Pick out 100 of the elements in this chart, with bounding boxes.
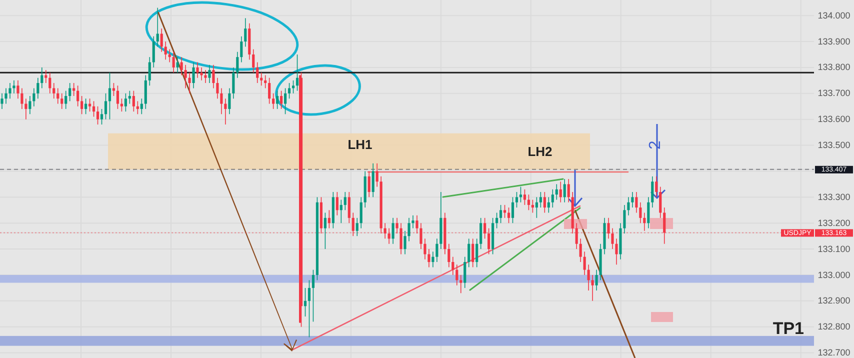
candlestick xyxy=(579,238,582,262)
y-tick-label: 132.900 xyxy=(818,296,850,306)
candlestick xyxy=(276,90,279,110)
candlestick xyxy=(40,67,44,89)
candlestick xyxy=(591,274,594,302)
candlestick xyxy=(519,186,522,203)
candlestick xyxy=(92,100,96,118)
candlestick xyxy=(184,64,187,89)
candlestick xyxy=(587,264,590,291)
candlestick xyxy=(172,51,175,74)
candlestick xyxy=(464,256,466,288)
annotation: LH2 xyxy=(528,144,552,159)
band-label: TP1 xyxy=(772,318,804,338)
candlestick xyxy=(220,88,223,115)
candlestick xyxy=(472,238,474,268)
candlestick xyxy=(360,196,362,229)
candlestick xyxy=(144,74,147,110)
candlestick xyxy=(627,196,630,216)
candlestick xyxy=(376,163,378,188)
candlestick xyxy=(124,92,127,112)
candlestick xyxy=(515,192,518,208)
candlestick xyxy=(256,62,259,84)
candlestick xyxy=(456,264,458,286)
candlestick xyxy=(84,98,88,115)
candlestick xyxy=(72,82,76,96)
y-tick-label: 133.600 xyxy=(818,114,850,124)
candlestick xyxy=(44,70,48,84)
candlestick xyxy=(24,98,28,120)
candlestick xyxy=(559,181,562,203)
candlestick xyxy=(595,269,598,291)
candlestick xyxy=(539,192,542,208)
candlestick xyxy=(507,207,510,224)
candlestick xyxy=(288,82,291,99)
candlestick xyxy=(348,192,350,224)
candlestick xyxy=(156,7,159,48)
candlestick xyxy=(96,106,100,125)
candlestick xyxy=(232,67,235,99)
candlestick xyxy=(228,88,231,115)
candlestick xyxy=(495,212,498,229)
candlestick xyxy=(120,98,123,112)
candlestick xyxy=(204,70,207,84)
candlestick xyxy=(611,228,614,250)
candlestick xyxy=(448,243,450,268)
candlestick xyxy=(535,196,538,218)
candlestick xyxy=(476,238,478,268)
y-tick-label: 133.300 xyxy=(818,192,850,202)
candlestick xyxy=(176,56,179,74)
candlestick xyxy=(132,90,135,112)
candlestick xyxy=(631,192,634,208)
candlestick xyxy=(340,199,342,224)
candlestick xyxy=(152,36,155,68)
candlestick xyxy=(312,269,315,322)
candlestick xyxy=(108,72,112,120)
candlestick xyxy=(555,184,558,200)
candlestick xyxy=(216,77,219,99)
candlestick xyxy=(356,218,358,236)
candlestick xyxy=(428,248,430,268)
candlestick xyxy=(615,238,618,266)
candlestick xyxy=(28,96,32,115)
candlestick xyxy=(292,80,295,94)
candlestick xyxy=(280,90,283,110)
candlestick xyxy=(32,88,36,107)
candlestick xyxy=(607,218,610,240)
candlestick xyxy=(543,192,546,214)
candlestick xyxy=(436,238,438,262)
candlestick xyxy=(308,280,311,338)
candlestick xyxy=(420,222,422,250)
candlestick xyxy=(635,192,638,214)
candlestick xyxy=(499,204,502,224)
candlestick xyxy=(563,178,566,203)
candlestick xyxy=(460,274,462,294)
candlestick xyxy=(388,228,390,244)
candlestick xyxy=(100,108,104,125)
candlestick xyxy=(488,228,490,255)
candlestick xyxy=(344,192,346,211)
candlestick xyxy=(336,192,338,216)
annotation: LH1 xyxy=(348,137,372,152)
candlestick xyxy=(80,96,84,115)
candlestick xyxy=(468,238,470,268)
candlestick xyxy=(104,92,108,120)
candlestick xyxy=(396,218,398,234)
candlestick xyxy=(236,51,239,78)
candlestick xyxy=(575,222,578,250)
candlestick xyxy=(567,178,570,203)
candlestick xyxy=(408,218,410,242)
y-tick-label: 134.000 xyxy=(818,10,850,20)
candlestick xyxy=(268,77,271,104)
candlestick xyxy=(643,212,646,232)
candlestick xyxy=(484,218,486,240)
candlestick xyxy=(240,36,243,63)
candlestick xyxy=(20,88,24,110)
candlestick xyxy=(12,80,16,94)
candlestick xyxy=(88,98,92,112)
candlestick xyxy=(252,48,255,74)
candlestick xyxy=(208,64,211,84)
y-tick-label: 133.000 xyxy=(818,270,850,280)
candlestick xyxy=(52,82,56,99)
candlestick xyxy=(68,82,72,102)
candlestick xyxy=(76,85,80,107)
candlestick xyxy=(64,90,68,110)
